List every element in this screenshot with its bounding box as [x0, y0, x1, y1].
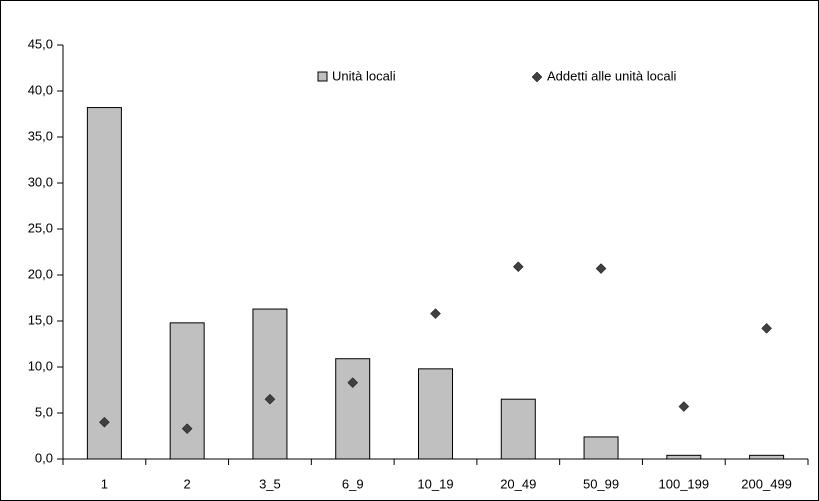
y-tick-label: 20,0 [28, 266, 53, 281]
y-tick-label: 25,0 [28, 220, 53, 235]
y-tick-label: 30,0 [28, 174, 53, 189]
diamond-marker [430, 308, 441, 319]
bar [666, 454, 702, 460]
y-tick-label: 40,0 [28, 82, 53, 97]
bar [252, 308, 288, 460]
legend-label: Unità locali [332, 68, 396, 83]
y-tick-label: 45,0 [28, 36, 53, 51]
x-tick-label: 100_199 [659, 476, 710, 491]
x-tick-label: 1 [101, 476, 108, 491]
y-tick-label: 10,0 [28, 358, 53, 373]
x-tick-label: 6_9 [342, 476, 364, 491]
legend-swatch [531, 71, 543, 83]
bar [335, 358, 371, 460]
y-tick-label: 15,0 [28, 312, 53, 327]
y-tick-label: 35,0 [28, 128, 53, 143]
y-tick-label: 0,0 [35, 450, 53, 465]
x-tick-label: 3_5 [259, 476, 281, 491]
diamond-marker [99, 416, 110, 428]
diamond-marker [264, 393, 276, 405]
legend-swatch [317, 71, 328, 82]
bar [86, 107, 122, 460]
x-tick-label: 50_99 [583, 476, 619, 491]
diamond-marker [678, 401, 690, 412]
x-tick-label: 200_499 [741, 476, 792, 491]
bar [583, 436, 619, 460]
bar [749, 454, 785, 460]
x-tick-label: 10_19 [417, 476, 453, 491]
diamond-marker [181, 423, 193, 434]
x-tick-label: 2 [184, 476, 191, 491]
x-tick-label: 20_49 [500, 476, 536, 491]
diamond-marker [512, 261, 524, 273]
bar [500, 398, 536, 460]
bar [169, 322, 205, 460]
legend-label: Addetti alle unità locali [547, 68, 676, 83]
diamond-marker [347, 377, 359, 388]
y-tick-label: 5,0 [35, 404, 53, 419]
diamond-marker [595, 263, 607, 274]
bar [418, 368, 453, 460]
diamond-marker [761, 323, 772, 334]
